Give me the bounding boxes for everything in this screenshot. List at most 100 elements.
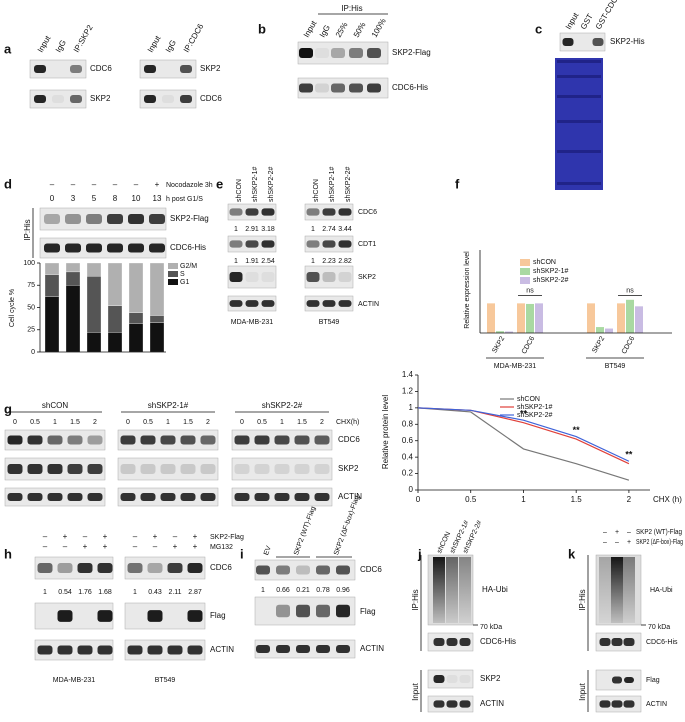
bar-segment — [128, 323, 144, 353]
label: 0.5 — [257, 419, 267, 426]
band — [234, 464, 250, 474]
bar-segment — [44, 274, 60, 297]
smear — [599, 557, 611, 623]
band — [128, 243, 144, 253]
label: 70 kDa — [480, 624, 502, 631]
band — [306, 208, 320, 216]
band — [316, 565, 330, 575]
band — [160, 464, 176, 474]
label: 1.68 — [98, 589, 112, 596]
band — [34, 64, 46, 74]
y-tick-label: 0 — [31, 349, 35, 356]
band — [256, 565, 270, 575]
label: Input — [302, 18, 319, 39]
y-tick-label: 1.2 — [402, 387, 414, 396]
band — [331, 48, 345, 58]
band — [70, 94, 82, 104]
legend-swatch — [168, 279, 178, 285]
annotation: ** — [520, 409, 528, 419]
band — [322, 272, 336, 282]
label: 2 — [320, 419, 324, 426]
band — [245, 240, 259, 248]
blot — [297, 41, 389, 65]
band — [234, 492, 250, 502]
band — [167, 563, 183, 573]
band — [187, 645, 203, 655]
label: CDC6-His — [170, 243, 206, 252]
band — [107, 214, 123, 224]
panel-label: d — [4, 176, 12, 191]
annotation: ns — [626, 287, 634, 294]
band — [47, 435, 63, 445]
label: IP:His — [578, 589, 587, 610]
band — [338, 208, 352, 216]
x-tick-label: 0.5 — [465, 495, 477, 504]
band — [144, 64, 156, 74]
band — [261, 272, 275, 282]
band — [433, 637, 445, 647]
label: ACTIN — [360, 644, 384, 653]
band — [623, 637, 635, 647]
panel-label: k — [568, 546, 576, 561]
band — [140, 492, 156, 502]
legend-label: shCON — [517, 396, 540, 403]
band — [57, 610, 73, 622]
label: 3 — [71, 194, 76, 203]
band — [299, 48, 313, 58]
label: 13 — [153, 194, 162, 203]
y-tick-label: 25 — [27, 327, 35, 334]
band — [147, 563, 163, 573]
band — [127, 563, 143, 573]
label: – — [627, 529, 631, 536]
label: 2.91 — [245, 226, 259, 233]
label: 1 — [280, 419, 284, 426]
band — [27, 435, 43, 445]
label: 3.18 — [261, 226, 275, 233]
label: IgG — [54, 38, 68, 54]
band — [294, 492, 310, 502]
label: ACTIN — [338, 492, 362, 501]
band — [147, 645, 163, 655]
label: CDC6-His — [392, 83, 428, 92]
label: – — [71, 180, 76, 189]
label: EV — [263, 545, 273, 556]
band — [294, 435, 310, 445]
label: MDA-MB-231 — [231, 319, 274, 326]
label: – — [63, 542, 68, 551]
band — [336, 604, 350, 618]
label: shCON — [42, 401, 68, 410]
band — [67, 435, 83, 445]
band — [87, 435, 103, 445]
band — [314, 435, 330, 445]
annotation: ** — [573, 425, 581, 435]
gel — [555, 58, 603, 190]
group-label: BT549 — [605, 363, 626, 370]
label: Flag — [646, 677, 660, 684]
label: Input — [578, 682, 587, 701]
label: 1.5 — [297, 419, 307, 426]
band — [367, 48, 381, 58]
line — [417, 407, 630, 462]
label: 1 — [43, 589, 47, 596]
label: Input — [36, 33, 53, 54]
band — [7, 492, 23, 502]
band — [97, 610, 113, 622]
band — [77, 563, 93, 573]
label: Input — [411, 682, 420, 701]
label: Nocodazole 3h — [166, 182, 213, 189]
label: SKP2 (ΔF-box)-Flag — [333, 495, 361, 557]
band — [623, 700, 635, 708]
label: CDC6 — [358, 209, 377, 216]
bar-segment — [149, 262, 165, 316]
label: 0.66 — [276, 587, 290, 594]
band — [599, 700, 611, 708]
label: IP:His — [411, 589, 420, 610]
bar-segment — [128, 262, 144, 313]
band — [296, 565, 310, 575]
label: 2.54 — [261, 258, 275, 265]
blot — [29, 89, 87, 109]
label: 2.87 — [188, 589, 202, 596]
y-tick-label: 50 — [27, 304, 35, 311]
bar-segment — [107, 332, 123, 353]
